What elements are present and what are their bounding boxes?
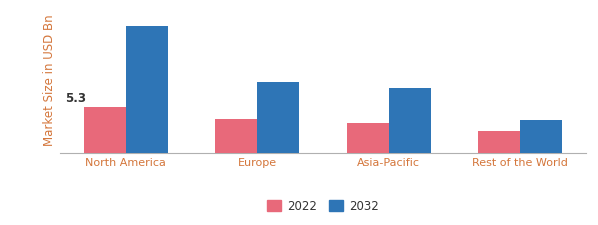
Y-axis label: Market Size in USD Bn: Market Size in USD Bn [42,14,56,146]
Legend: 2022, 2032: 2022, 2032 [263,195,383,217]
Text: 5.3: 5.3 [65,92,86,105]
Bar [478,131,520,153]
Bar [257,82,299,153]
Bar [520,120,562,153]
Bar [215,119,257,153]
Bar [347,123,389,153]
Bar [84,107,126,153]
Bar [389,88,431,153]
Bar [126,26,168,153]
